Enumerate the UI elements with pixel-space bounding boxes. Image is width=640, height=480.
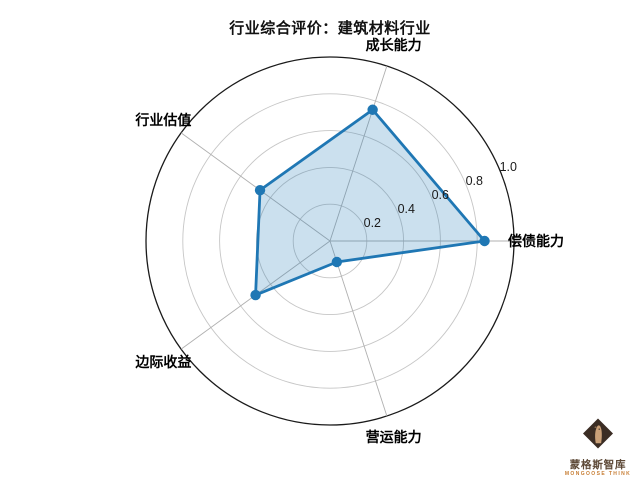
rtick-label-2: 0.6 — [431, 188, 449, 203]
rtick-label-1: 0.4 — [397, 202, 415, 217]
axis-label-0: 偿债能力 — [508, 233, 564, 249]
axis-label-4: 营运能力 — [365, 428, 422, 445]
axis-label-3: 边际收益 — [135, 354, 192, 371]
chart-title: 行业综合评价：建筑材料行业 — [229, 20, 431, 37]
brand-name-cn: 蒙格斯智库 — [569, 459, 627, 471]
data-polygon — [254, 108, 486, 297]
rtick-label-4: 1.0 — [499, 160, 517, 175]
axis-spoke — [329, 65, 388, 242]
axis-label-1: 成长能力 — [365, 37, 422, 54]
rtick-label-3: 0.8 — [465, 174, 483, 189]
axis-spoke — [180, 132, 331, 242]
brand-name-en: MONGOOSE THINK — [564, 471, 632, 477]
data-point — [254, 184, 266, 196]
data-point — [250, 289, 261, 301]
axis-spoke — [329, 240, 388, 417]
rtick-label-0: 0.2 — [363, 216, 382, 231]
data-point — [479, 235, 490, 247]
brand-logo: 蒙格斯智库 MONGOOSE THINK — [564, 415, 632, 477]
data-point — [331, 256, 343, 268]
data-point — [367, 104, 378, 115]
mongoose-diamond-icon — [583, 418, 613, 449]
axis-label-2: 行业估值 — [135, 111, 192, 128]
